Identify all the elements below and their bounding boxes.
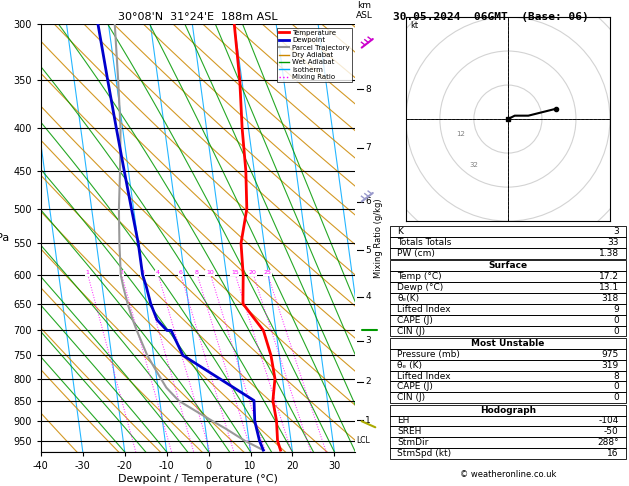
Text: 9: 9	[613, 305, 619, 313]
Text: 0: 0	[613, 315, 619, 325]
Bar	[390, 293, 626, 304]
Text: 30.05.2024  06GMT  (Base: 06): 30.05.2024 06GMT (Base: 06)	[393, 12, 589, 22]
Text: km
ASL: km ASL	[356, 0, 373, 20]
Text: LCL: LCL	[357, 436, 370, 445]
Text: 0: 0	[613, 393, 619, 402]
Text: 8: 8	[365, 85, 371, 94]
Text: 32: 32	[469, 162, 478, 168]
Text: EH: EH	[397, 417, 409, 426]
Text: Temp (°C): Temp (°C)	[397, 272, 442, 281]
Text: 1: 1	[86, 270, 89, 276]
Text: 288°: 288°	[597, 438, 619, 447]
Bar	[390, 237, 626, 248]
Bar	[390, 405, 626, 416]
Text: 33: 33	[607, 238, 619, 247]
Text: 319: 319	[601, 361, 619, 369]
Text: CAPE (J): CAPE (J)	[397, 382, 433, 391]
Text: θₑ(K): θₑ(K)	[397, 294, 419, 303]
Text: -50: -50	[604, 427, 619, 436]
Text: 3: 3	[613, 227, 619, 236]
Bar	[390, 349, 626, 360]
Text: 0: 0	[613, 327, 619, 335]
Legend: Temperature, Dewpoint, Parcel Trajectory, Dry Adiabat, Wet Adiabat, Isotherm, Mi: Temperature, Dewpoint, Parcel Trajectory…	[277, 28, 352, 82]
Bar	[390, 260, 626, 271]
Text: StmSpd (kt): StmSpd (kt)	[397, 449, 451, 458]
Text: StmDir: StmDir	[397, 438, 428, 447]
Bar	[390, 248, 626, 259]
Text: Totals Totals: Totals Totals	[397, 238, 452, 247]
Bar	[390, 338, 626, 349]
Text: 1: 1	[365, 416, 371, 424]
Text: Lifted Index: Lifted Index	[397, 371, 451, 381]
Text: 10: 10	[206, 270, 214, 276]
Text: -104: -104	[598, 417, 619, 426]
Text: 3: 3	[140, 270, 144, 276]
Bar	[390, 382, 626, 392]
X-axis label: Dewpoint / Temperature (°C): Dewpoint / Temperature (°C)	[118, 474, 278, 484]
Text: 2: 2	[365, 377, 371, 386]
Text: 7: 7	[365, 143, 371, 152]
Text: 1.38: 1.38	[599, 249, 619, 258]
Bar	[390, 437, 626, 448]
Text: Surface: Surface	[488, 261, 528, 270]
Text: Most Unstable: Most Unstable	[471, 339, 545, 348]
Bar	[390, 448, 626, 459]
Text: Pressure (mb): Pressure (mb)	[397, 349, 460, 359]
Text: K: K	[397, 227, 403, 236]
Bar	[390, 226, 626, 237]
Text: 318: 318	[601, 294, 619, 303]
Text: 2: 2	[120, 270, 123, 276]
Text: 15: 15	[231, 270, 238, 276]
Text: θₑ (K): θₑ (K)	[397, 361, 422, 369]
Text: Mixing Ratio (g/kg): Mixing Ratio (g/kg)	[374, 198, 383, 278]
Bar	[390, 416, 626, 426]
Bar	[390, 314, 626, 326]
Bar	[390, 271, 626, 282]
Text: 6: 6	[179, 270, 182, 276]
Y-axis label: hPa: hPa	[0, 233, 9, 243]
Text: 4: 4	[156, 270, 160, 276]
Text: 0: 0	[613, 382, 619, 391]
Text: 16: 16	[607, 449, 619, 458]
Text: 8: 8	[195, 270, 199, 276]
Bar	[390, 282, 626, 293]
Bar	[390, 370, 626, 382]
Text: 975: 975	[601, 349, 619, 359]
Text: 13.1: 13.1	[599, 283, 619, 292]
Text: 6: 6	[365, 197, 371, 206]
Text: 5: 5	[365, 246, 371, 255]
Text: Lifted Index: Lifted Index	[397, 305, 451, 313]
Text: SREH: SREH	[397, 427, 421, 436]
Text: CIN (J): CIN (J)	[397, 327, 425, 335]
Text: CIN (J): CIN (J)	[397, 393, 425, 402]
Text: Dewp (°C): Dewp (°C)	[397, 283, 443, 292]
Title: 30°08'N  31°24'E  188m ASL: 30°08'N 31°24'E 188m ASL	[118, 12, 278, 22]
Bar	[390, 426, 626, 437]
Text: Hodograph: Hodograph	[480, 406, 536, 415]
Text: © weatheronline.co.uk: © weatheronline.co.uk	[460, 469, 556, 479]
Bar	[390, 326, 626, 336]
Text: kt: kt	[410, 21, 418, 30]
Bar	[390, 360, 626, 370]
Text: 4: 4	[365, 293, 371, 301]
Text: PW (cm): PW (cm)	[397, 249, 435, 258]
Text: 8: 8	[613, 371, 619, 381]
Text: 25: 25	[264, 270, 271, 276]
Bar	[390, 304, 626, 314]
Text: 17.2: 17.2	[599, 272, 619, 281]
Bar	[390, 392, 626, 403]
Text: 20: 20	[249, 270, 257, 276]
Text: 3: 3	[365, 336, 371, 345]
Text: 12: 12	[456, 131, 465, 137]
Text: CAPE (J): CAPE (J)	[397, 315, 433, 325]
